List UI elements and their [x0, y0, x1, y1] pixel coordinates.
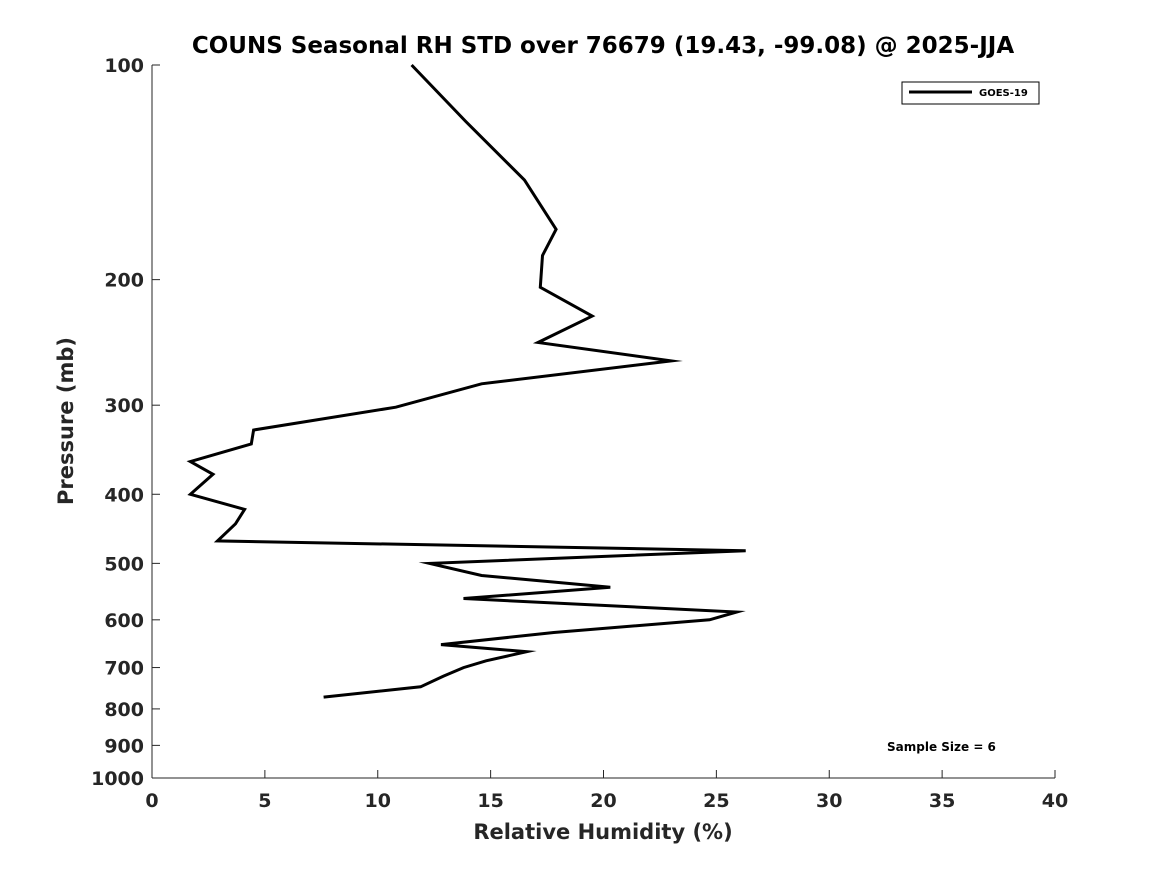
x-tick-label: 35	[929, 790, 955, 812]
plot-area	[152, 65, 1055, 778]
sample-size-annotation: Sample Size = 6	[887, 740, 996, 754]
y-tick-label: 100	[104, 55, 144, 77]
x-tick-label: 10	[365, 790, 391, 812]
legend-label: GOES-19	[979, 88, 1028, 99]
y-tick-label: 1000	[91, 768, 144, 790]
chart-title: COUNS Seasonal RH STD over 76679 (19.43,…	[192, 33, 1014, 59]
x-tick-label: 30	[816, 790, 842, 812]
x-tick-label: 5	[258, 790, 271, 812]
series-line-goes-19	[186, 63, 746, 699]
x-tick-label: 20	[590, 790, 616, 812]
y-tick-label: 200	[104, 270, 144, 292]
y-tick-label: 600	[104, 610, 144, 632]
x-tick-label: 40	[1042, 790, 1068, 812]
y-tick-label: 800	[104, 699, 144, 721]
y-tick-label: 700	[104, 658, 144, 680]
y-tick-label: 900	[104, 735, 144, 757]
y-axis-label: Pressure (mb)	[54, 337, 78, 505]
y-axis: 100 200 300 400 500 600 700 800 900 1000	[91, 55, 160, 790]
legend: GOES-19	[901, 81, 1040, 105]
y-tick-label: 300	[104, 395, 144, 417]
y-tick-label: 500	[104, 553, 144, 575]
x-axis: 0 5 10 15 20 25 30 35 40	[145, 770, 1068, 812]
x-tick-label: 0	[145, 790, 158, 812]
series-layer	[186, 63, 746, 699]
y-tick-label: 400	[104, 484, 144, 506]
x-axis-label: Relative Humidity (%)	[473, 820, 732, 844]
x-tick-label: 15	[477, 790, 503, 812]
x-tick-label: 25	[703, 790, 729, 812]
